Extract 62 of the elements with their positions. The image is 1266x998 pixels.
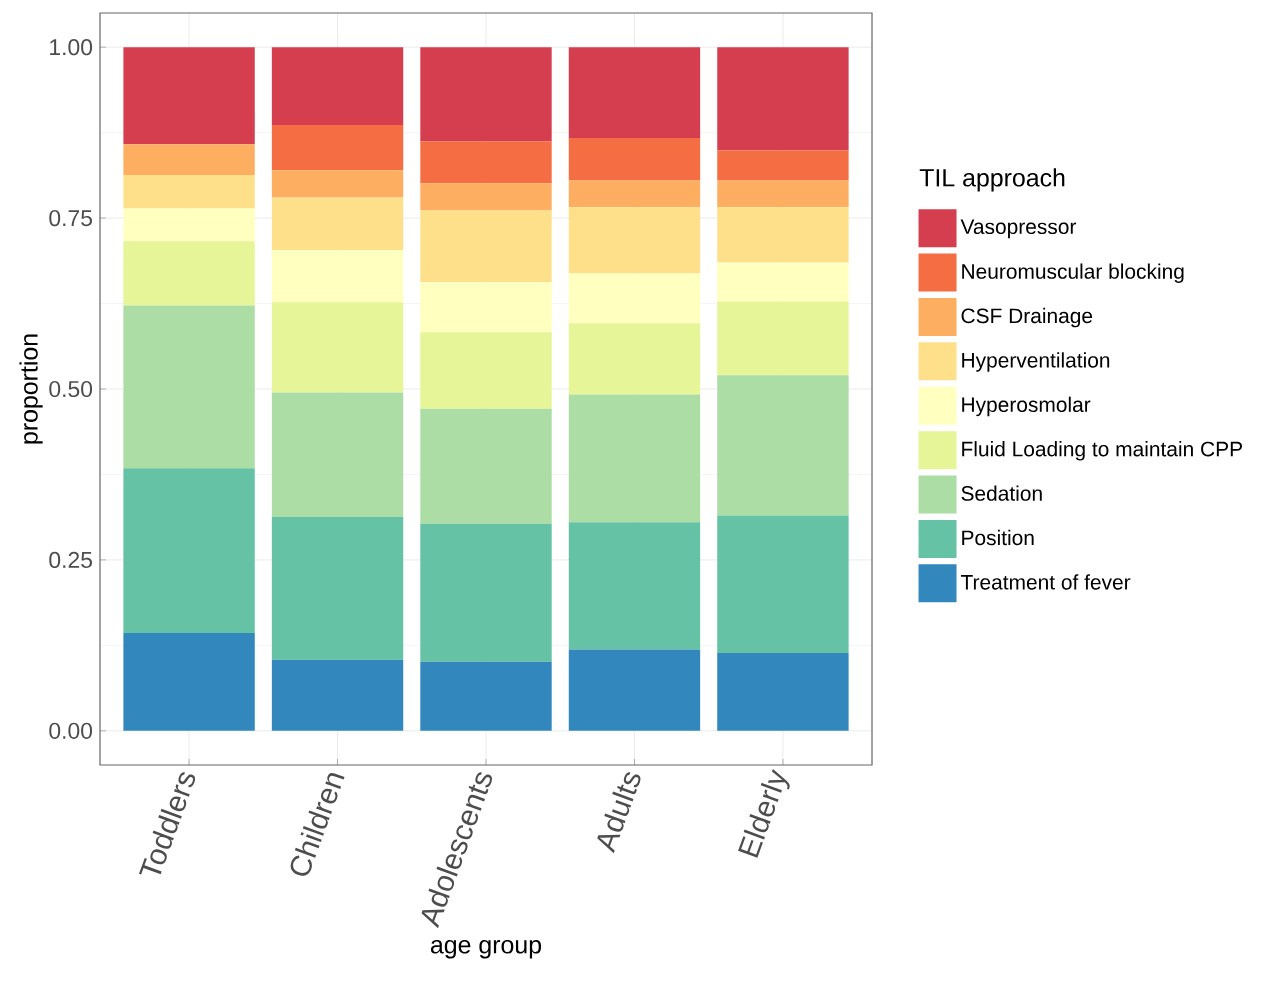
bar bbox=[271, 392, 404, 517]
bar bbox=[271, 47, 404, 126]
legend-label: Sedation bbox=[961, 485, 1042, 501]
bar bbox=[420, 332, 552, 409]
bar bbox=[568, 138, 701, 181]
bar bbox=[568, 47, 701, 139]
bar bbox=[123, 468, 255, 634]
bar bbox=[420, 408, 552, 524]
bar bbox=[420, 523, 552, 662]
bar bbox=[717, 515, 849, 653]
x-axis-title: age group bbox=[430, 939, 542, 959]
legend-label: Treatment of fever bbox=[960, 574, 1131, 590]
y-tick-label: 1.00 bbox=[50, 39, 93, 56]
bar bbox=[568, 394, 701, 523]
bar bbox=[420, 661, 552, 731]
legend-label: Neuromuscular blocking bbox=[962, 263, 1184, 283]
bar bbox=[123, 208, 255, 242]
bar bbox=[717, 47, 849, 151]
bar bbox=[420, 47, 552, 142]
bar bbox=[123, 633, 255, 731]
bar bbox=[568, 522, 701, 650]
y-axis-title: proportion bbox=[19, 334, 43, 444]
bar bbox=[717, 207, 849, 263]
bar bbox=[271, 125, 404, 171]
bar bbox=[123, 47, 255, 145]
bar bbox=[717, 180, 849, 208]
bar bbox=[717, 375, 849, 516]
bar bbox=[123, 144, 255, 176]
bar bbox=[568, 180, 701, 208]
bar bbox=[717, 652, 849, 731]
bar bbox=[123, 175, 255, 209]
bar bbox=[420, 282, 552, 333]
bar bbox=[271, 302, 404, 393]
y-tick-label: 0.50 bbox=[49, 380, 93, 398]
bar bbox=[271, 197, 404, 251]
legend-label: Vasopressor bbox=[960, 219, 1077, 239]
bar bbox=[271, 516, 404, 660]
bar bbox=[123, 305, 255, 469]
y-tick-label: 0.75 bbox=[49, 209, 92, 227]
bar bbox=[420, 141, 552, 184]
bar bbox=[717, 301, 849, 376]
legend-label: Fluid Loading to maintain CPP bbox=[962, 441, 1242, 461]
bar bbox=[568, 273, 701, 324]
bar bbox=[568, 207, 701, 274]
legend-label: Hyperventilation bbox=[962, 352, 1110, 372]
legend-label: Position bbox=[962, 529, 1034, 546]
bar bbox=[271, 659, 404, 731]
bar bbox=[568, 323, 701, 395]
y-tick-label: 0.25 bbox=[49, 551, 92, 569]
bar bbox=[271, 170, 404, 198]
bar bbox=[717, 262, 849, 302]
bar bbox=[568, 649, 701, 731]
y-tick-label: 0.00 bbox=[49, 722, 93, 739]
legend-title: TIL approach bbox=[919, 168, 1065, 192]
bar bbox=[717, 150, 849, 181]
bar bbox=[420, 210, 552, 283]
bar bbox=[420, 183, 552, 211]
bar bbox=[271, 250, 404, 303]
x-tick-label: Adults bbox=[597, 772, 641, 854]
bar bbox=[123, 241, 255, 306]
legend-label: Hyperosmolar bbox=[962, 396, 1091, 417]
legend-label: CSF Drainage bbox=[961, 307, 1093, 328]
